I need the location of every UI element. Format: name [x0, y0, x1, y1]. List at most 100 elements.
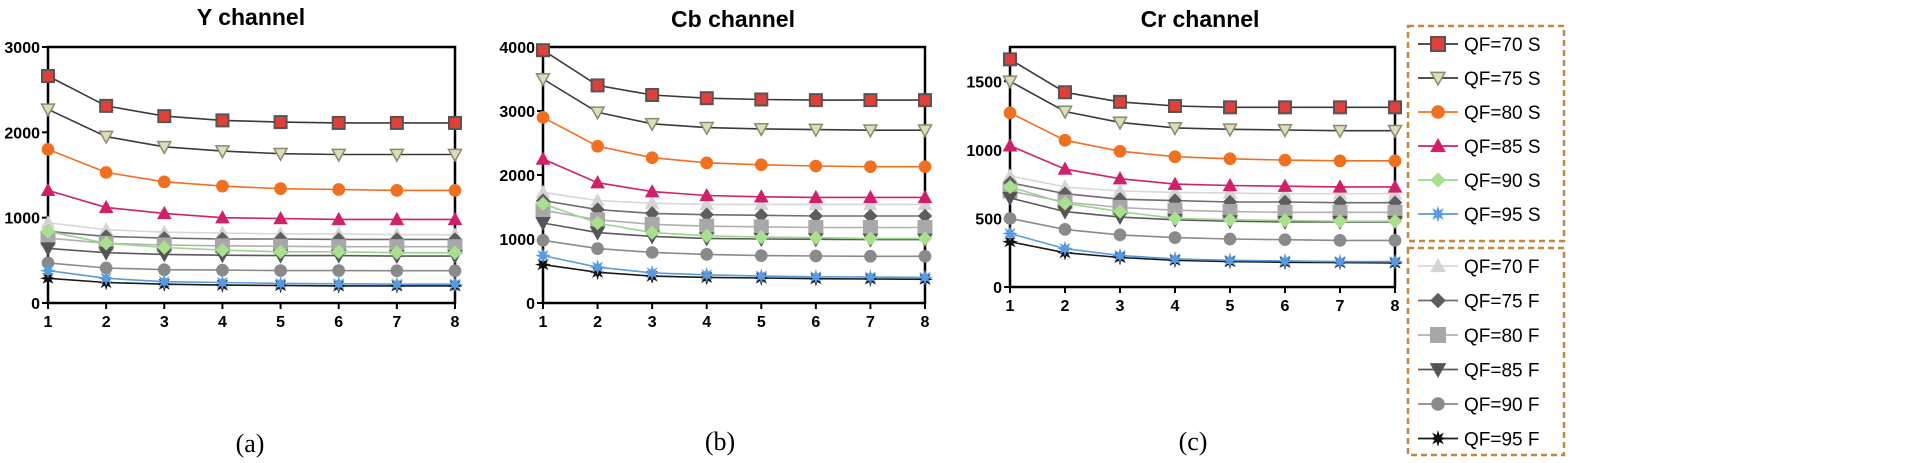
series-line	[47, 277, 455, 287]
data-point	[644, 225, 660, 240]
y-tick-label: 1500	[966, 74, 1002, 91]
data-point	[1277, 124, 1293, 139]
data-point	[1058, 85, 1072, 100]
data-point	[536, 233, 550, 247]
data-point	[753, 122, 770, 137]
series-line	[47, 222, 455, 236]
series-line	[1009, 197, 1395, 223]
data-point	[917, 124, 933, 139]
data-point	[754, 229, 769, 245]
data-point	[447, 211, 463, 226]
x-tick-label: 4	[218, 314, 227, 331]
data-point	[917, 269, 933, 286]
data-point	[214, 274, 231, 291]
data-point	[590, 175, 605, 189]
series-line	[1009, 190, 1395, 214]
x-tick-label: 3	[160, 314, 169, 331]
data-point	[1112, 247, 1128, 264]
legend-item-qf-75-s: QF=75 S	[1418, 69, 1541, 90]
data-point	[332, 183, 346, 196]
series-line	[47, 230, 455, 254]
x-tick-label: 2	[102, 314, 111, 331]
legend-label: QF=90 F	[1464, 395, 1540, 416]
data-point	[98, 236, 114, 251]
data-point	[1223, 100, 1237, 115]
data-point	[389, 245, 405, 260]
legend-marker	[1429, 205, 1447, 223]
data-point	[918, 93, 932, 108]
data-point	[156, 273, 173, 290]
legend-box	[1406, 24, 1566, 243]
series-qf-75-s	[535, 73, 933, 139]
data-point	[863, 189, 878, 204]
legend-item-qf-80-s: QF=80 S	[1418, 103, 1541, 124]
data-point	[808, 268, 824, 285]
data-point	[1332, 179, 1348, 193]
data-point	[699, 228, 714, 244]
series-qf-95-s	[40, 262, 463, 293]
data-point	[389, 211, 405, 226]
legend-item-qf-75-f: QF=75 F	[1418, 292, 1540, 313]
x-tick-label: 6	[811, 314, 820, 331]
y-tick-label: 3000	[499, 104, 535, 121]
chart-title: Cb channel	[671, 6, 795, 32]
data-point	[1058, 133, 1072, 147]
data-point	[590, 215, 605, 231]
data-point	[330, 148, 347, 163]
legend-label: QF=95 S	[1464, 205, 1541, 226]
data-point	[274, 182, 287, 196]
series-qf-85-s	[1002, 138, 1403, 193]
series-qf-90-f	[1003, 212, 1402, 247]
data-point	[215, 113, 230, 128]
data-point	[273, 244, 288, 260]
series-line	[542, 49, 925, 101]
legend-marker	[1431, 397, 1445, 411]
data-point	[864, 160, 877, 174]
series-line	[1009, 144, 1395, 188]
legend-label: QF=80 F	[1464, 326, 1540, 347]
x-tick-label: 1	[539, 314, 548, 331]
data-point	[536, 111, 550, 124]
data-point	[1332, 124, 1348, 139]
series-qf-70-s	[41, 69, 462, 130]
data-point	[644, 117, 660, 132]
x-tick-label: 5	[757, 314, 766, 331]
legend-marker	[1430, 36, 1446, 52]
data-point	[1003, 52, 1017, 67]
data-point	[448, 115, 462, 130]
data-point	[1167, 121, 1183, 136]
data-point	[388, 276, 405, 293]
series-line	[542, 199, 925, 217]
series-line	[47, 75, 455, 124]
data-point	[331, 244, 346, 260]
data-point	[808, 230, 824, 245]
data-point	[1002, 138, 1018, 152]
data-point	[1387, 179, 1403, 193]
data-point	[1333, 100, 1347, 115]
series-qf-95-s	[535, 247, 933, 286]
data-point	[216, 179, 229, 193]
data-point	[1168, 98, 1182, 113]
legend-marker	[1430, 172, 1446, 188]
series-line	[47, 269, 455, 286]
series-qf-90-f	[536, 233, 932, 263]
series-line	[47, 262, 455, 272]
data-point	[214, 145, 231, 160]
data-point	[157, 175, 171, 189]
data-point	[272, 147, 289, 162]
series-qf-80-s	[536, 111, 932, 174]
series-line	[542, 263, 926, 281]
data-point	[389, 115, 404, 130]
legend-marker	[1430, 292, 1446, 309]
legend-label: QF=70 F	[1464, 257, 1540, 278]
series-qf-90-s	[535, 196, 933, 246]
data-point	[1057, 240, 1073, 257]
x-tick-label: 7	[392, 314, 401, 331]
data-point	[535, 196, 551, 212]
data-point	[40, 262, 56, 279]
data-point	[1387, 124, 1403, 139]
data-point	[1057, 161, 1073, 175]
x-tick-label: 4	[1171, 298, 1180, 315]
y-tick-label: 500	[975, 211, 1002, 228]
panel-caption: (a)	[236, 429, 265, 458]
